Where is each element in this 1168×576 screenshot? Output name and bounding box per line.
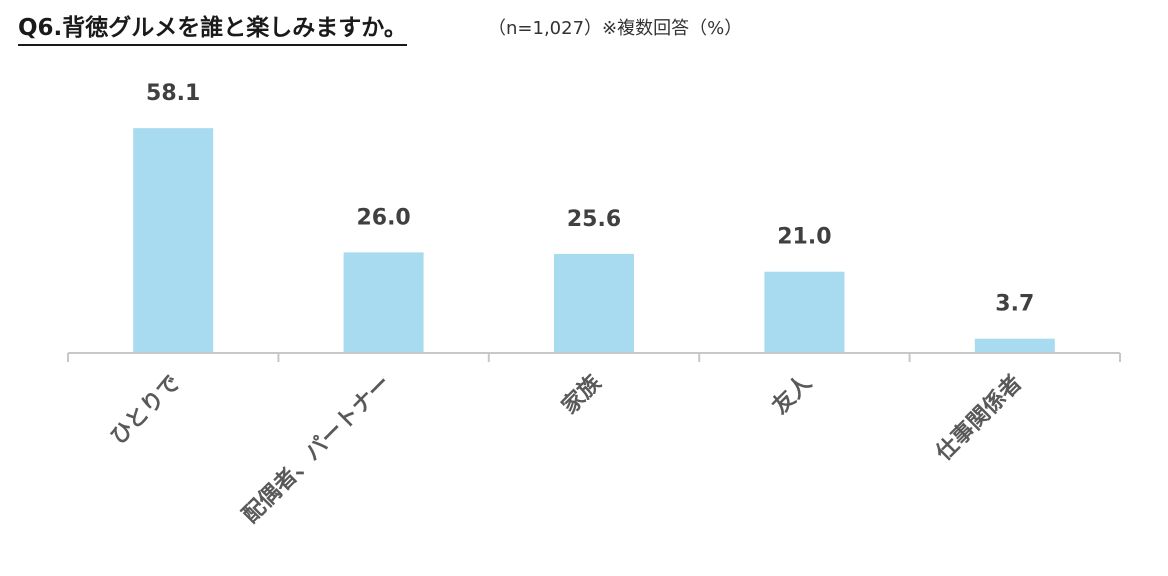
chart-subtitle: （n=1,027）※複数回答（%） <box>488 18 743 39</box>
category-label: 仕事関係者 <box>930 370 1027 467</box>
x-axis <box>67 352 1121 362</box>
value-labels: 58.1 26.0 25.6 21.0 3.7 <box>146 81 1034 317</box>
bar <box>764 271 845 353</box>
bar <box>133 128 214 353</box>
bar <box>343 252 424 353</box>
bar-value-label: 3.7 <box>995 292 1034 317</box>
category-label: 配偶者、パートナー <box>238 371 396 529</box>
category-label: 友人 <box>768 371 817 420</box>
category-labels: ひとりで 配偶者、パートナー 家族 友人 仕事関係者 <box>106 369 1027 528</box>
bar-value-label: 26.0 <box>356 205 410 230</box>
bar <box>974 338 1055 353</box>
bar-value-label: 25.6 <box>567 207 621 232</box>
bar-value-label: 58.1 <box>146 81 200 106</box>
category-label: ひとりで <box>106 371 185 450</box>
bar-value-label: 21.0 <box>777 225 831 250</box>
chart-title: Q6.背徳グルメを誰と楽しみますか。 <box>18 8 407 46</box>
category-label: 家族 <box>557 369 607 419</box>
bars-layer <box>133 128 1055 353</box>
bar <box>554 253 634 353</box>
